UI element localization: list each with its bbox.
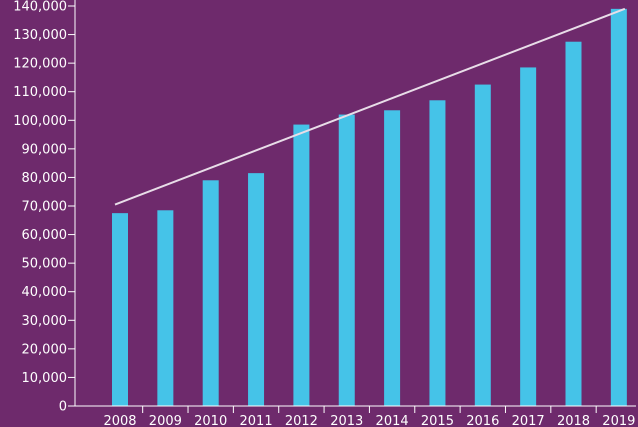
x-axis-tick-labels: 2008 2009 2010 2011 2012 2013 2014 2015 2016 2017… — [103, 406, 635, 427]
x-tick-label: 2019 — [602, 414, 635, 427]
x-tick-label: 2016 — [466, 414, 499, 427]
y-tick-label: 50,000 — [22, 257, 68, 272]
bar-2019 — [610, 8, 627, 406]
x-tick-label: 2013 — [330, 414, 363, 427]
bar-2018 — [565, 41, 582, 406]
bar-2011 — [248, 173, 265, 406]
y-tick-label: 20,000 — [22, 342, 68, 357]
y-tick-label: 90,000 — [22, 142, 68, 157]
y-tick-label: 120,000 — [13, 57, 67, 72]
x-tick-label: 2015 — [421, 414, 454, 427]
bar-2013 — [338, 114, 355, 407]
bar-2009 — [157, 210, 174, 406]
x-tick-label: 2014 — [376, 414, 409, 427]
x-tick-label: 2008 — [103, 414, 136, 427]
y-tick-label: 0 — [59, 400, 67, 415]
y-tick-label: 10,000 — [22, 371, 68, 386]
y-tick-label: 60,000 — [22, 228, 68, 243]
bar-2014 — [384, 110, 401, 407]
x-tick-label: 2012 — [285, 414, 318, 427]
bar-2012 — [293, 124, 310, 407]
y-tick-label: 100,000 — [13, 114, 67, 129]
x-tick-label: 2011 — [240, 414, 273, 427]
bar-2008 — [112, 213, 128, 406]
bars — [112, 8, 627, 407]
y-axis-tick-labels: 0 10,000 20,000 30,000 40,000 50,000 60,000 70,… — [13, 0, 75, 415]
x-tick-label: 2009 — [149, 414, 182, 427]
bar-2015 — [429, 100, 446, 407]
y-tick-label: 30,000 — [22, 314, 68, 329]
y-tick-label: 70,000 — [22, 200, 68, 215]
y-tick-label: 80,000 — [22, 171, 68, 186]
y-tick-label: 110,000 — [13, 85, 67, 100]
trend-line — [114, 7, 626, 206]
bar-2017 — [520, 67, 537, 406]
x-tick-label: 2018 — [557, 414, 590, 427]
y-tick-label: 40,000 — [22, 285, 68, 300]
y-tick-label: 130,000 — [13, 28, 67, 43]
y-tick-label: 140,000 — [13, 0, 67, 15]
bar-2016 — [474, 84, 491, 407]
x-tick-label: 2017 — [512, 414, 545, 427]
bar-2010 — [202, 180, 219, 406]
x-tick-label: 2010 — [194, 414, 227, 427]
